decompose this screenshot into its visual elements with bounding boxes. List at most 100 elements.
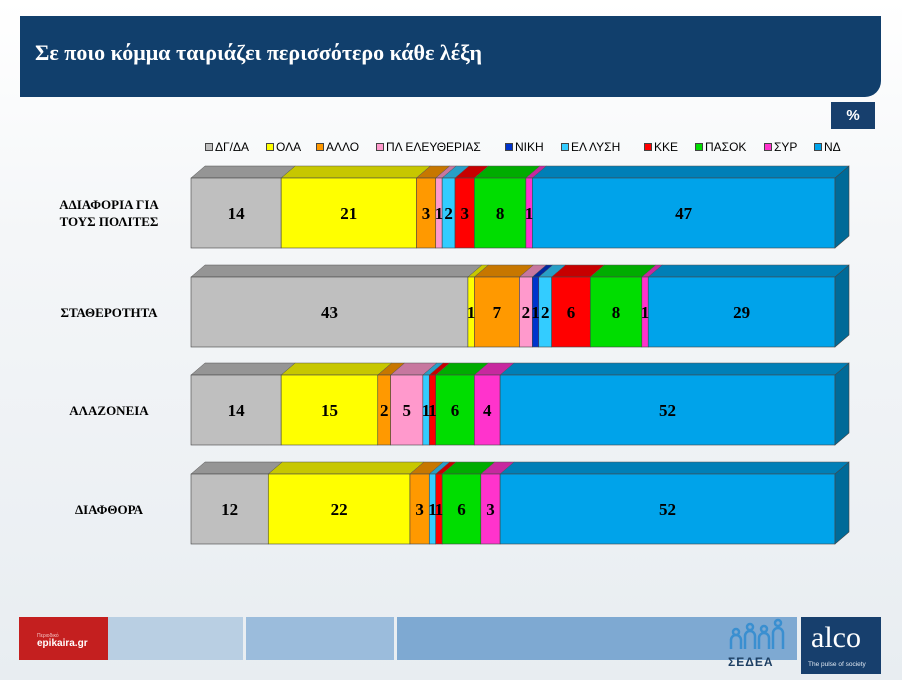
data-label: 2 xyxy=(444,204,453,223)
data-label: 15 xyxy=(321,401,338,420)
bar-segment xyxy=(390,374,424,446)
bar-segment xyxy=(190,177,282,249)
title-banner: Σε ποιο κόμμα ταιριάζει περισσότερο κάθε… xyxy=(20,16,881,97)
data-label: 3 xyxy=(486,500,495,519)
category-label: ΑΔΙΑΦΟΡΙΑ ΓΙΑ ΤΟΥΣ ΠΟΛΙΤΕΣ xyxy=(34,196,184,230)
data-label: 52 xyxy=(659,401,676,420)
bar-segment xyxy=(280,374,379,446)
data-label: 1 xyxy=(428,500,437,519)
bar-segment xyxy=(280,177,417,249)
chart-legend: ΔΓ/ΔΑ ΟΛΑ ΑΛΛΟ ΠΛ ΕΛΕΥΘΕΡΙΑΣ ΝΙΚΗ ΕΛ ΛΥΣΗ ΚΚΕ Π… xyxy=(0,140,902,156)
bar-top-face xyxy=(499,362,850,376)
bar-top-face xyxy=(499,461,850,475)
chart-title: Σε ποιο κόμμα ταιριάζει περισσότερο κάθε… xyxy=(35,40,482,65)
data-label: 2 xyxy=(522,303,531,322)
data-label: 3 xyxy=(460,204,469,223)
data-label: 1 xyxy=(435,204,444,223)
data-label: 1 xyxy=(525,204,534,223)
category-label: ΔΙΑΦΘΟΡΑ xyxy=(34,501,184,518)
legend-swatch xyxy=(505,143,513,151)
legend-swatch xyxy=(376,143,384,151)
data-label: 14 xyxy=(228,401,246,420)
epikaira-logo-subtitle: Περιοδικό xyxy=(37,633,59,639)
bar-side-face xyxy=(834,362,850,446)
legend-item: ΝΔ xyxy=(814,140,841,154)
bar-segment xyxy=(647,276,836,348)
bar-segment xyxy=(190,473,269,545)
bar-top-face xyxy=(647,264,850,278)
legend-label: ΑΛΛΟ xyxy=(326,140,360,154)
data-label: 6 xyxy=(567,303,576,322)
category-label-line: ΤΟΥΣ ΠΟΛΙΤΕΣ xyxy=(59,214,159,229)
sedea-logo: ΣΕΔΕΑ xyxy=(722,617,794,672)
legend-item: ΠΛ ΕΛΕΥΘΕΡΙΑΣ xyxy=(376,140,481,154)
sedea-people-icon xyxy=(729,618,785,649)
data-label: 47 xyxy=(675,204,693,223)
legend-item: ΟΛΑ xyxy=(266,140,301,154)
category-label-line: ΑΔΙΑΦΟΡΙΑ ΓΙΑ xyxy=(59,197,159,212)
legend-item: ΝΙΚΗ xyxy=(505,140,544,154)
legend-swatch xyxy=(316,143,324,151)
bar-top-face xyxy=(531,165,850,179)
data-label: 29 xyxy=(733,303,750,322)
data-label: 12 xyxy=(221,500,238,519)
data-label: 1 xyxy=(641,303,650,322)
footer-bar-left xyxy=(108,617,243,660)
data-label: 1 xyxy=(467,303,476,322)
bar-segment xyxy=(435,374,475,446)
percent-unit-badge: % xyxy=(831,102,875,129)
data-label: 52 xyxy=(659,500,676,519)
bar-segment xyxy=(551,276,591,348)
bar-segment xyxy=(474,177,527,249)
legend-item: ΑΛΛΟ xyxy=(316,140,359,154)
data-label: 3 xyxy=(415,500,424,519)
data-label: 8 xyxy=(612,303,621,322)
legend-label: ΣΥΡ xyxy=(774,140,798,154)
bar-side-face xyxy=(834,165,850,249)
legend-label: ΠΑΣΟΚ xyxy=(705,140,747,154)
bar-top-face xyxy=(280,362,393,376)
category-label: ΑΛΑΖΟΝΕΙΑ xyxy=(34,402,184,419)
data-label: 1 xyxy=(422,401,431,420)
bar-segment xyxy=(474,276,520,348)
data-label: 2 xyxy=(541,303,550,322)
bar-segment xyxy=(532,177,836,249)
legend-label: ΝΔ xyxy=(824,140,841,154)
category-label-line: ΣΤΑΘΕΡΟΤΗΤΑ xyxy=(60,304,158,320)
epikaira-logo: Περιοδικό epikaira.gr xyxy=(19,617,108,660)
legend-label: ΝΙΚΗ xyxy=(515,140,544,154)
data-label: 4 xyxy=(483,401,492,420)
footer-bar-mid xyxy=(246,617,394,660)
sedea-logo-text: ΣΕΔΕΑ xyxy=(728,655,774,669)
bar-top-face xyxy=(280,165,432,179)
bar-top-face xyxy=(267,461,425,475)
data-label: 6 xyxy=(457,500,466,519)
legend-item: ΕΛ ΛΥΣΗ xyxy=(561,140,620,154)
bar-top-face xyxy=(190,461,283,475)
bar-segment xyxy=(499,473,836,545)
bar-segment xyxy=(499,374,836,446)
legend-item: ΣΥΡ xyxy=(764,140,797,154)
legend-swatch xyxy=(814,143,822,151)
alco-logo: alco The pulse of society xyxy=(801,617,881,674)
epikaira-logo-text: epikaira.gr xyxy=(37,638,88,649)
legend-label: ΕΛ ΛΥΣΗ xyxy=(571,140,621,154)
data-label: 14 xyxy=(228,204,246,223)
legend-label: ΠΛ ΕΛΕΥΘΕΡΙΑΣ xyxy=(386,140,481,154)
data-label: 1 xyxy=(435,500,444,519)
legend-swatch xyxy=(764,143,772,151)
legend-label: ΟΛΑ xyxy=(276,140,302,154)
category-label-line: ΑΛΑΖΟΝΕΙΑ xyxy=(69,402,149,418)
bar-segment xyxy=(190,374,282,446)
legend-swatch xyxy=(205,143,213,151)
category-label-line: ΔΙΑΦΘΟΡΑ xyxy=(74,501,144,517)
data-label: 8 xyxy=(496,204,505,223)
data-label: 1 xyxy=(428,401,437,420)
data-label: 1 xyxy=(531,303,540,322)
data-label: 2 xyxy=(380,401,389,420)
legend-swatch xyxy=(266,143,274,151)
bar-side-face xyxy=(834,461,850,545)
legend-swatch xyxy=(695,143,703,151)
bar-top-face xyxy=(190,264,483,278)
